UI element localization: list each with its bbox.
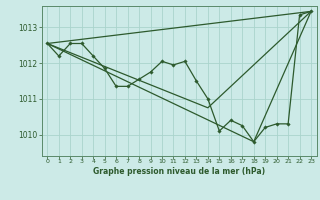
X-axis label: Graphe pression niveau de la mer (hPa): Graphe pression niveau de la mer (hPa) <box>93 167 265 176</box>
